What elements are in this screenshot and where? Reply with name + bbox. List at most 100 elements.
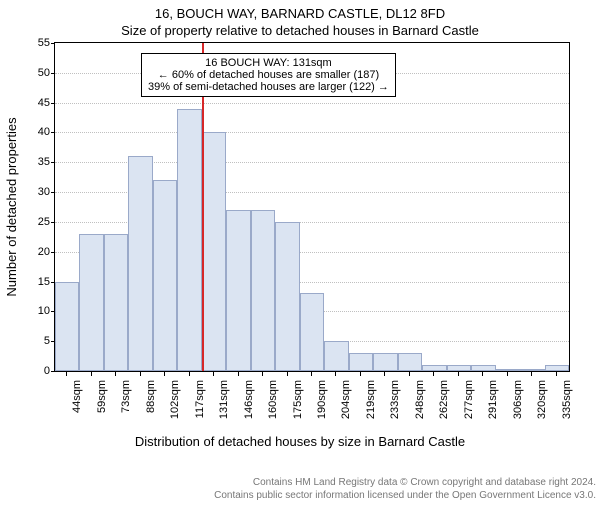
x-tick-label: 175sqm — [292, 380, 304, 440]
x-tick-label: 73sqm — [120, 380, 132, 440]
histogram-bar — [153, 180, 177, 371]
histogram-bar — [324, 341, 348, 371]
grid-line — [55, 103, 569, 104]
histogram-bar — [496, 369, 520, 371]
y-tick-label: 15 — [10, 276, 50, 288]
histogram-bar — [128, 156, 152, 371]
y-tick-mark — [51, 341, 55, 342]
x-tick-mark — [433, 372, 434, 376]
plot-area: 16 BOUCH WAY: 131sqm← 60% of detached ho… — [54, 42, 570, 372]
x-tick-mark — [115, 372, 116, 376]
x-tick-label: 102sqm — [169, 380, 181, 440]
annotation-line: 39% of semi-detached houses are larger (… — [148, 81, 389, 93]
footer-line-1: Contains HM Land Registry data © Crown c… — [0, 476, 596, 489]
y-tick-mark — [51, 73, 55, 74]
x-tick-mark — [556, 372, 557, 376]
x-tick-mark — [262, 372, 263, 376]
x-tick-mark — [311, 372, 312, 376]
y-tick-label: 10 — [10, 305, 50, 317]
histogram-bar — [447, 365, 471, 371]
histogram-bar — [300, 293, 324, 371]
x-tick-mark — [140, 372, 141, 376]
y-tick-mark — [51, 252, 55, 253]
x-tick-label: 117sqm — [194, 380, 206, 440]
x-tick-label: 320sqm — [536, 380, 548, 440]
x-tick-label: 248sqm — [414, 380, 426, 440]
y-tick-label: 50 — [10, 67, 50, 79]
histogram-bar — [520, 369, 544, 371]
x-tick-mark — [482, 372, 483, 376]
x-tick-label: 335sqm — [561, 380, 573, 440]
x-tick-label: 219sqm — [365, 380, 377, 440]
x-tick-mark — [238, 372, 239, 376]
x-tick-mark — [458, 372, 459, 376]
x-tick-label: 59sqm — [96, 380, 108, 440]
x-tick-mark — [91, 372, 92, 376]
y-tick-mark — [51, 282, 55, 283]
y-tick-mark — [51, 132, 55, 133]
x-tick-label: 131sqm — [218, 380, 230, 440]
x-tick-label: 190sqm — [316, 380, 328, 440]
histogram-bar — [104, 234, 128, 371]
x-tick-mark — [531, 372, 532, 376]
y-tick-label: 0 — [10, 365, 50, 377]
y-tick-mark — [51, 162, 55, 163]
histogram-bar — [398, 353, 422, 371]
y-tick-mark — [51, 371, 55, 372]
y-tick-label: 40 — [10, 126, 50, 138]
x-tick-mark — [384, 372, 385, 376]
y-tick-mark — [51, 222, 55, 223]
y-tick-label: 20 — [10, 246, 50, 258]
x-tick-label: 44sqm — [71, 380, 83, 440]
x-tick-label: 88sqm — [145, 380, 157, 440]
histogram-bar — [177, 109, 201, 371]
x-tick-mark — [189, 372, 190, 376]
x-tick-mark — [287, 372, 288, 376]
x-tick-mark — [360, 372, 361, 376]
x-tick-mark — [507, 372, 508, 376]
x-tick-label: 204sqm — [340, 380, 352, 440]
histogram-bar — [349, 353, 373, 371]
chart-title-address: 16, BOUCH WAY, BARNARD CASTLE, DL12 8FD — [0, 6, 600, 21]
grid-line — [55, 132, 569, 133]
footer-line-2: Contains public sector information licen… — [0, 489, 596, 502]
histogram-bar — [471, 365, 495, 371]
x-tick-mark — [213, 372, 214, 376]
x-tick-label: 146sqm — [243, 380, 255, 440]
annotation-line: ← 60% of detached houses are smaller (18… — [148, 69, 389, 81]
histogram-bar — [226, 210, 250, 371]
y-tick-label: 30 — [10, 186, 50, 198]
x-tick-mark — [164, 372, 165, 376]
histogram-bar — [545, 365, 569, 371]
annotation-line: 16 BOUCH WAY: 131sqm — [148, 57, 389, 69]
histogram-bar — [275, 222, 299, 371]
annotation-box: 16 BOUCH WAY: 131sqm← 60% of detached ho… — [141, 53, 396, 97]
histogram-bar — [251, 210, 275, 371]
histogram-bar — [373, 353, 397, 371]
y-axis-label: Number of detached properties — [4, 117, 19, 296]
histogram-bar — [55, 282, 79, 371]
histogram-bar — [79, 234, 103, 371]
x-tick-label: 233sqm — [389, 380, 401, 440]
y-tick-label: 5 — [10, 335, 50, 347]
y-tick-label: 35 — [10, 156, 50, 168]
x-tick-label: 262sqm — [438, 380, 450, 440]
y-tick-mark — [51, 311, 55, 312]
x-tick-mark — [335, 372, 336, 376]
y-tick-label: 45 — [10, 97, 50, 109]
histogram-bar — [202, 132, 226, 371]
y-tick-mark — [51, 43, 55, 44]
x-tick-label: 160sqm — [267, 380, 279, 440]
y-tick-label: 25 — [10, 216, 50, 228]
plot-wrapper: Number of detached properties 16 BOUCH W… — [0, 42, 600, 452]
x-tick-label: 291sqm — [487, 380, 499, 440]
histogram-bar — [422, 365, 446, 371]
x-tick-label: 277sqm — [463, 380, 475, 440]
x-tick-mark — [66, 372, 67, 376]
y-tick-label: 55 — [10, 37, 50, 49]
x-tick-label: 306sqm — [512, 380, 524, 440]
footer-attribution: Contains HM Land Registry data © Crown c… — [0, 476, 600, 502]
chart-title-subtitle: Size of property relative to detached ho… — [0, 23, 600, 38]
y-tick-mark — [51, 192, 55, 193]
y-tick-mark — [51, 103, 55, 104]
